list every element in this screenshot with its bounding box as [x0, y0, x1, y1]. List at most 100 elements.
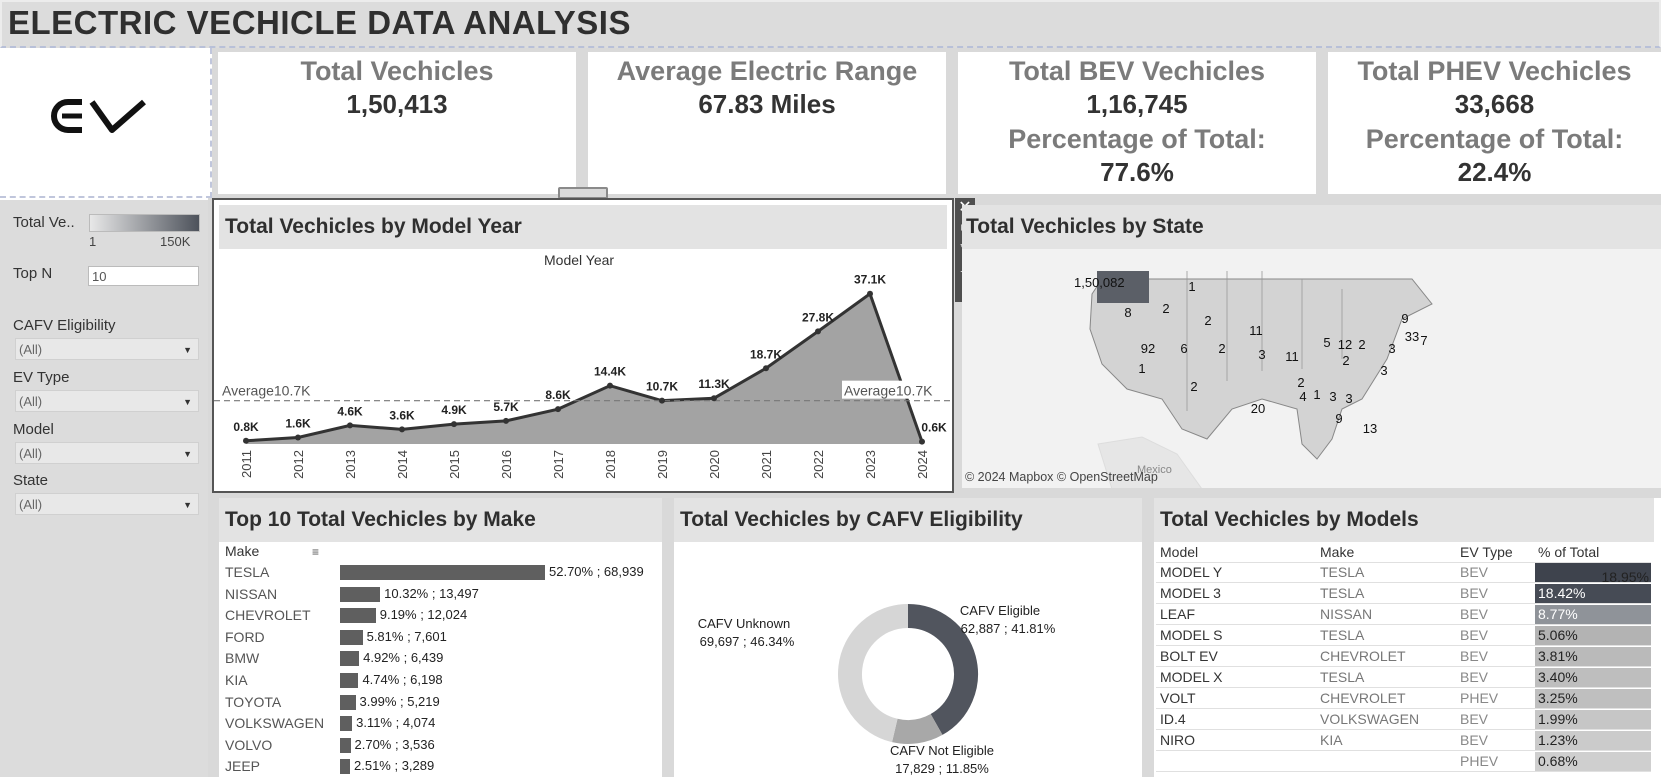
cell-type: PHEV [1460, 690, 1499, 706]
make-bar[interactable] [340, 716, 353, 732]
state-label: 11 [1249, 323, 1263, 338]
cell-make: TESLA [1320, 585, 1365, 601]
make-bar[interactable] [340, 586, 381, 602]
kpi-total-vehicles: Total Vechicles 1,50,413 [218, 52, 576, 194]
ev-logo [51, 99, 146, 133]
slice-name-not-eligible: CAFV Not Eligible [890, 743, 994, 758]
data-point[interactable] [763, 365, 769, 372]
make-bar[interactable] [340, 565, 545, 580]
map-attribution[interactable]: © 2024 Mapbox © OpenStreetMap [965, 470, 1158, 484]
cell-make: TESLA [1320, 564, 1365, 580]
data-point[interactable] [867, 290, 873, 297]
make-bar[interactable] [340, 737, 351, 753]
slice-name-eligible: CAFV Eligible [960, 603, 1040, 618]
cell-model: MODEL X [1160, 669, 1223, 685]
data-point[interactable] [555, 406, 561, 413]
x-tick-label: 2011 [239, 450, 254, 478]
state-filter-dropdown[interactable]: (All) ▼ [15, 493, 199, 515]
cell-pct-total: 1.99% [1535, 710, 1651, 729]
data-point[interactable] [399, 426, 405, 433]
year-axis-title: Model Year [544, 252, 615, 268]
row-divider [1156, 771, 1651, 772]
washington-state[interactable] [1097, 271, 1149, 303]
state-label: 9 [1335, 411, 1342, 426]
state-label: 12 [1338, 337, 1352, 352]
x-tick-label: 2020 [707, 450, 722, 479]
make-chart-title: Top 10 Total Vechicles by Make [219, 498, 662, 542]
make-bar[interactable] [340, 694, 356, 710]
row-divider [1156, 708, 1651, 709]
sort-icon[interactable]: ≡ [312, 545, 320, 559]
make-bar[interactable] [340, 629, 363, 645]
model-filter-label: Model [13, 421, 54, 438]
data-point[interactable] [919, 438, 925, 445]
make-bar[interactable] [340, 651, 360, 667]
data-label: 8.6K [545, 388, 571, 402]
cell-pct-total: 1.23% [1535, 731, 1651, 750]
make-bar[interactable] [340, 608, 376, 624]
us-outline[interactable] [1089, 278, 1433, 460]
cell-pct-total: 8.77% [1535, 605, 1651, 624]
chevron-down-icon: ▼ [183, 500, 192, 510]
make-value-label: 3.11% ; 4,074 [356, 715, 436, 731]
evtype-filter-dropdown[interactable]: (All) ▼ [15, 390, 199, 412]
row-divider [1156, 645, 1651, 646]
make-value-label: 10.32% ; 13,497 [384, 585, 479, 601]
make-chart-panel[interactable] [219, 498, 662, 777]
model-filter-dropdown[interactable]: (All) ▼ [15, 442, 199, 464]
data-label: 5.7K [493, 400, 519, 414]
data-point[interactable] [659, 397, 665, 404]
kpi-value: 67.83 Miles [698, 89, 836, 119]
donut-slice[interactable] [892, 713, 943, 744]
data-point[interactable] [711, 395, 717, 402]
make-value-label: 2.51% ; 3,289 [354, 758, 435, 774]
chevron-down-icon: ▼ [183, 397, 192, 407]
data-point[interactable] [347, 422, 353, 429]
x-tick-label: 2014 [395, 450, 410, 479]
data-label: 14.4K [594, 365, 626, 379]
data-label: 4.6K [337, 404, 363, 418]
data-point[interactable] [295, 434, 301, 441]
state-label: 2 [1297, 375, 1304, 390]
kpi-total-phev: Total PHEV Vechicles 33,668 Percentage o… [1328, 52, 1661, 194]
cell-model: MODEL S [1160, 627, 1223, 643]
data-label: 11.3K [698, 377, 730, 391]
state-label: 3 [1388, 341, 1395, 356]
x-tick-label: 2016 [499, 450, 514, 479]
topn-input[interactable] [88, 266, 199, 286]
data-point[interactable] [243, 437, 249, 444]
state-map-title: Total Vechicles by State [962, 205, 1661, 249]
make-value-label: 4.92% ; 6,439 [363, 650, 444, 666]
make-label: VOLKSWAGEN [225, 715, 325, 732]
make-value-label: 2.70% ; 3,536 [354, 736, 435, 752]
topn-label: Top N [13, 265, 53, 282]
cafv-filter-dropdown[interactable]: (All) ▼ [15, 338, 199, 360]
cell-make: TESLA [1320, 627, 1365, 643]
state-label: 2 [1162, 301, 1169, 316]
donut-slice[interactable] [907, 604, 978, 735]
cell-type: BEV [1460, 732, 1489, 748]
data-point[interactable] [815, 328, 821, 335]
dropdown-value: (All) [19, 497, 43, 512]
dropdown-value: (All) [19, 394, 43, 409]
make-label: CHEVROLET [225, 607, 311, 624]
cell-type: BEV [1460, 627, 1489, 643]
make-value-label: 5.81% ; 7,601 [366, 628, 447, 644]
state-label: 2 [1358, 337, 1365, 352]
row-divider [1156, 750, 1651, 751]
make-bar[interactable] [340, 673, 359, 688]
data-point[interactable] [503, 417, 509, 424]
row-divider [1156, 729, 1651, 730]
data-point[interactable] [451, 421, 457, 428]
slice-value-not-eligible: 17,829 ; 11.85% [895, 761, 989, 776]
col-header-make: Make [1320, 544, 1355, 560]
make-value-label: 52.70% ; 68,939 [549, 564, 644, 579]
data-point[interactable] [607, 382, 613, 389]
dropdown-value: (All) [19, 446, 43, 461]
kpi-value: 33,668 [1454, 89, 1535, 119]
make-bar[interactable] [340, 759, 350, 775]
donut-slice[interactable] [838, 604, 909, 743]
cell-make: TESLA [1320, 669, 1365, 685]
legend-max: 150K [160, 234, 191, 249]
